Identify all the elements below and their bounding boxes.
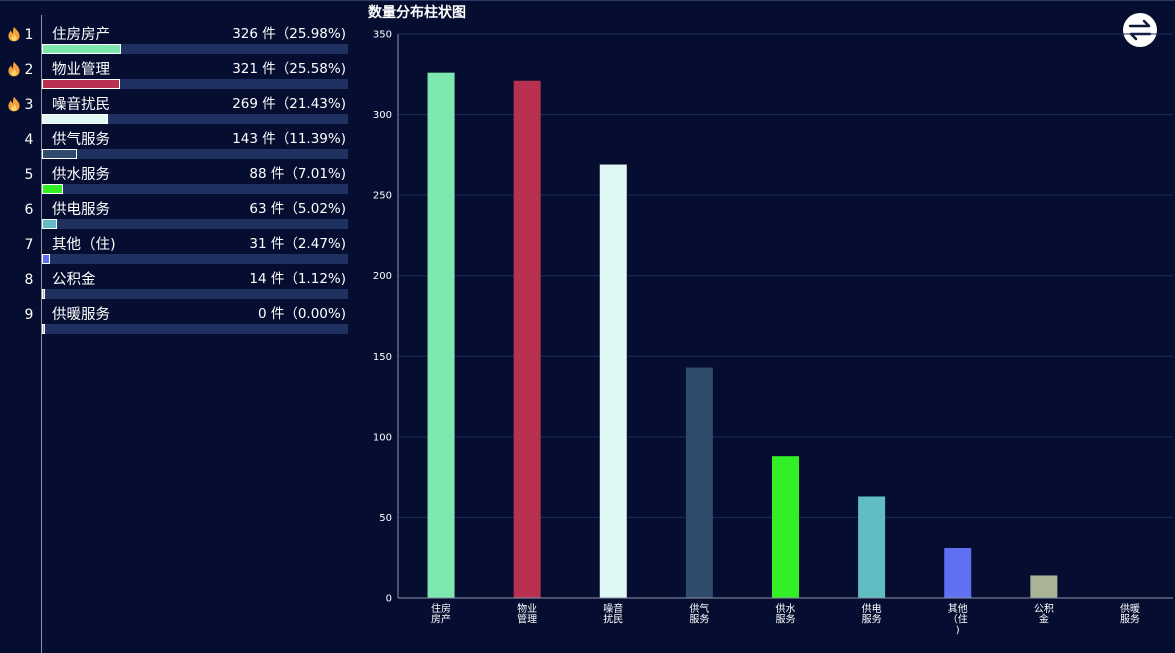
y-tick-label: 250 — [373, 191, 392, 202]
rank-row: 6 供电服务 63 件（5.02%) — [0, 195, 355, 230]
rank-row: 5 供水服务 88 件（7.01%) — [0, 160, 355, 195]
rank-progress-fill — [42, 324, 45, 334]
swap-arrows-icon — [1123, 13, 1157, 47]
x-tick-label: 供电服务 — [862, 602, 882, 626]
rank-row: 2 物业管理 321 件（25.58%) — [0, 55, 355, 90]
rank-value: 31 件（2.47%) — [249, 236, 346, 252]
rank-progress-track — [42, 44, 348, 54]
ranking-divider — [41, 15, 42, 653]
fire-icon — [8, 61, 20, 77]
rank-progress-track — [42, 219, 348, 229]
rank-progress-track — [42, 289, 348, 299]
fire-icon — [8, 96, 20, 112]
rank-value: 0 件（0.00%) — [257, 306, 346, 322]
x-tick-label: 供水服务 — [776, 602, 796, 626]
bar — [513, 80, 541, 598]
rank-value: 326 件（25.98%) — [232, 26, 346, 42]
x-tick-label: 物业管理 — [517, 602, 537, 626]
rank-name: 噪音扰民 — [52, 97, 110, 113]
bar — [427, 72, 455, 598]
rank-number: 4 — [24, 132, 34, 148]
rank-progress-track — [42, 324, 348, 334]
rank-progress-fill — [42, 114, 108, 124]
rank-row: 7 其他（住) 31 件（2.47%) — [0, 230, 355, 265]
rank-number: 8 — [24, 272, 34, 288]
rank-row: 9 供暖服务 0 件（0.00%) — [0, 300, 355, 335]
rank-number: 5 — [24, 167, 34, 183]
ranking-panel: 1 住房房产 326 件（25.98%) 2 物业管理 321 件（25.58%) 3 噪音扰… — [0, 1, 355, 653]
rank-row: 8 公积金 14 件（1.12%) — [0, 265, 355, 300]
rank-value: 143 件（11.39%) — [232, 131, 346, 147]
y-tick-label: 0 — [386, 594, 392, 605]
rank-name: 供暖服务 — [52, 307, 110, 323]
rank-name: 供水服务 — [52, 167, 110, 183]
rank-progress-fill — [42, 79, 121, 89]
rank-progress-fill — [42, 149, 77, 159]
y-tick-label: 150 — [373, 352, 392, 363]
rank-number: 6 — [24, 202, 34, 218]
chart-title: 数量分布柱状图 — [368, 5, 466, 21]
fire-icon — [8, 26, 20, 42]
rank-progress-fill — [42, 254, 50, 264]
y-tick-label: 350 — [373, 30, 392, 41]
bar — [685, 367, 713, 598]
bar — [1030, 575, 1058, 598]
y-tick-label: 100 — [373, 432, 392, 443]
rank-name: 供电服务 — [52, 202, 110, 218]
rank-value: 14 件（1.12%) — [249, 271, 346, 287]
rank-name: 物业管理 — [52, 62, 110, 78]
rank-value: 63 件（5.02%) — [249, 201, 346, 217]
rank-progress-fill — [42, 184, 64, 194]
rank-name: 住房房产 — [52, 27, 110, 43]
bar — [772, 456, 799, 598]
rank-progress-track — [42, 79, 348, 89]
rank-progress-fill — [42, 219, 58, 229]
bar — [599, 164, 627, 599]
rank-name: 公积金 — [52, 272, 96, 288]
rank-value: 88 件（7.01%) — [249, 166, 346, 182]
rank-number: 2 — [24, 62, 34, 78]
x-tick-label: 噪音扰民 — [603, 602, 623, 626]
y-tick-label: 300 — [373, 110, 392, 121]
rank-row: 3 噪音扰民 269 件（21.43%) — [0, 90, 355, 125]
rank-name: 供气服务 — [52, 132, 110, 148]
swap-view-button[interactable] — [1122, 12, 1158, 48]
rank-progress-fill — [42, 44, 122, 54]
y-tick-label: 50 — [379, 513, 392, 524]
rank-number: 7 — [24, 237, 34, 253]
rank-progress-track — [42, 149, 348, 159]
rank-value: 321 件（25.58%) — [232, 61, 346, 77]
rank-progress-track — [42, 114, 348, 124]
rank-value: 269 件（21.43%) — [232, 96, 346, 112]
y-tick-label: 200 — [373, 271, 392, 282]
rank-row: 1 住房房产 326 件（25.98%) — [0, 20, 355, 55]
x-tick-label: 供暖服务 — [1120, 602, 1140, 626]
x-tick-label: 住房房产 — [431, 602, 451, 626]
x-tick-label: 其他（住) — [948, 602, 968, 636]
x-tick-label: 公积金 — [1034, 603, 1054, 626]
rank-row: 4 供气服务 143 件（11.39%) — [0, 125, 355, 160]
rank-progress-fill — [42, 289, 46, 299]
bar — [944, 548, 972, 598]
x-tick-label: 供气服务 — [689, 602, 709, 626]
rank-number: 1 — [24, 27, 34, 43]
rank-name: 其他（住) — [52, 237, 116, 253]
rank-number: 9 — [24, 307, 34, 323]
rank-progress-track — [42, 184, 348, 194]
rank-number: 3 — [24, 97, 34, 113]
rank-progress-track — [42, 254, 348, 264]
bar — [858, 496, 886, 598]
